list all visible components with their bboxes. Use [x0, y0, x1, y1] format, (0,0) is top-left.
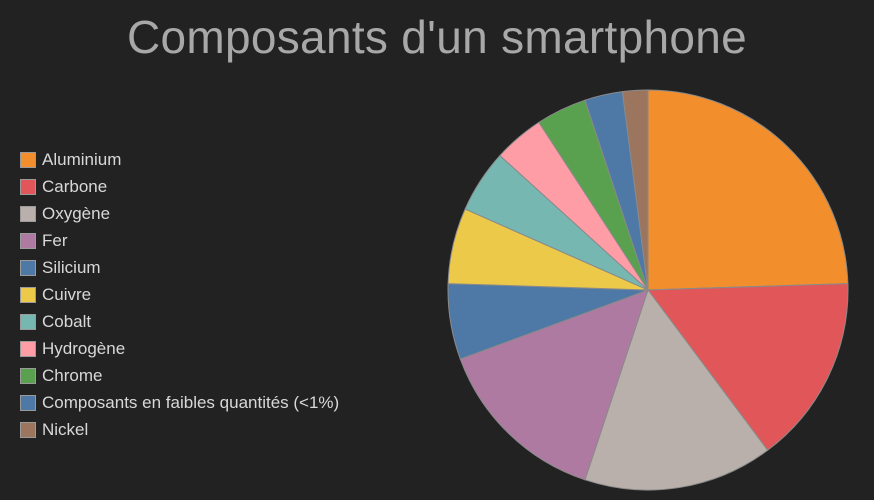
legend-label: Hydrogène [42, 338, 126, 358]
legend-label: Cobalt [42, 311, 92, 331]
legend-item-cobalt[interactable]: Cobalt [20, 308, 339, 335]
legend-item-carbone[interactable]: Carbone [20, 173, 339, 200]
legend-swatch [20, 205, 36, 222]
legend-item-faibles-quantites[interactable]: Composants en faibles quantités (<1%) [20, 389, 339, 416]
legend: Aluminium Carbone Oxygène Fer Silicium C… [20, 146, 339, 443]
legend-swatch [20, 151, 36, 168]
legend-item-silicium[interactable]: Silicium [20, 254, 339, 281]
legend-swatch [20, 232, 36, 249]
legend-label: Chrome [42, 365, 103, 385]
chart-title: Composants d'un smartphone [126, 11, 748, 63]
legend-item-oxygene[interactable]: Oxygène [20, 200, 339, 227]
legend-item-cuivre[interactable]: Cuivre [20, 281, 339, 308]
legend-label: Oxygène [42, 203, 111, 223]
legend-item-chrome[interactable]: Chrome [20, 362, 339, 389]
legend-label: Fer [42, 230, 68, 250]
legend-label: Aluminium [42, 149, 122, 169]
legend-swatch [20, 367, 36, 384]
legend-label: Silicium [42, 257, 101, 277]
legend-swatch [20, 178, 36, 195]
legend-swatch [20, 313, 36, 330]
legend-label: Composants en faibles quantités (<1%) [42, 392, 340, 412]
legend-item-aluminium[interactable]: Aluminium [20, 146, 339, 173]
pie-slice-fer[interactable] [459, 289, 649, 481]
legend-item-nickel[interactable]: Nickel [20, 416, 339, 443]
pie-slice-nickel[interactable] [621, 89, 649, 291]
legend-swatch [20, 340, 36, 357]
legend-swatch [20, 259, 36, 276]
pie-slice-aluminium[interactable] [647, 89, 849, 291]
legend-item-hydrogene[interactable]: Hydrogène [20, 335, 339, 362]
legend-swatch [20, 421, 36, 438]
legend-label: Carbone [42, 176, 108, 196]
pie-slice-carbone[interactable] [647, 283, 849, 451]
pie-slice-oxyg-ne[interactable] [584, 288, 769, 491]
legend-swatch [20, 286, 36, 303]
legend-label: Cuivre [42, 284, 92, 304]
legend-label: Nickel [42, 419, 89, 439]
legend-item-fer[interactable]: Fer [20, 227, 339, 254]
legend-swatch [20, 394, 36, 411]
